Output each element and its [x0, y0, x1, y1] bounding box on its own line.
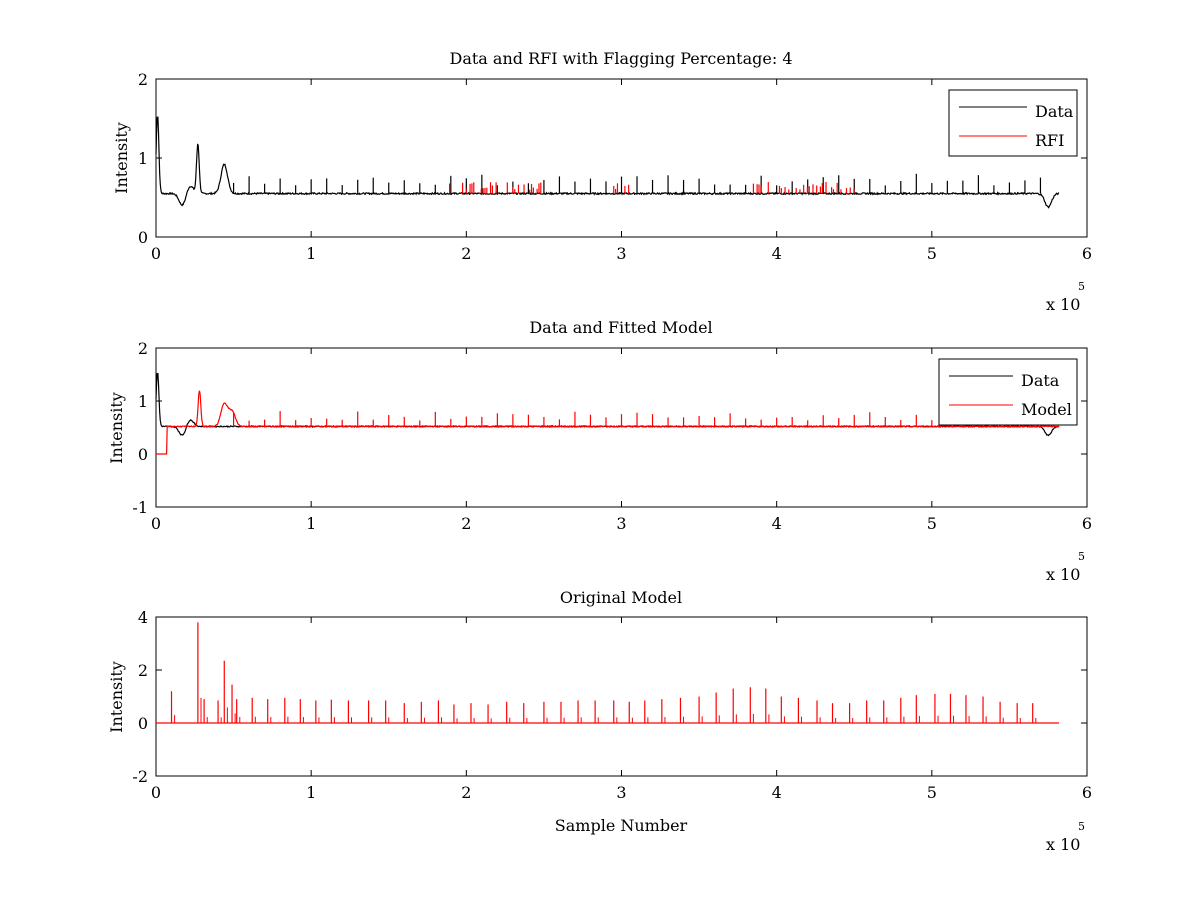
legend-label-data-2: Data [1021, 371, 1060, 390]
axes-box-1 [155, 78, 1088, 238]
y-tick-label: 2 [138, 339, 148, 358]
y-tick-label: 4 [138, 608, 148, 627]
panel-3: Original Model Intensity Sample Number 0… [107, 588, 1092, 854]
x-tick-label: 3 [616, 783, 626, 802]
axes-box-3 [155, 616, 1088, 777]
chart-title-3: Original Model [560, 588, 682, 607]
y-axis-label-1: Intensity [112, 122, 131, 194]
legend-1: Data RFI [948, 89, 1078, 157]
y-tick-label: -2 [132, 767, 148, 786]
y-tick-label: -1 [132, 498, 148, 517]
y-tick-label: 0 [138, 228, 148, 247]
x-tick-label: 2 [461, 514, 471, 533]
x-tick-label: 6 [1082, 244, 1092, 263]
y-tick-label: 2 [138, 70, 148, 89]
y-axis-label-3: Intensity [107, 661, 126, 733]
x-tick-label: 0 [151, 783, 161, 802]
x-exponent-2: 5 [1078, 550, 1085, 563]
panel-1: Data and RFI with Flagging Percentage: 4… [112, 49, 1092, 314]
x-tick-label: 6 [1082, 783, 1092, 802]
x-axis-label-3: Sample Number [555, 816, 688, 835]
x-tick-label: 3 [616, 514, 626, 533]
y-axis-label-2: Intensity [107, 392, 126, 464]
y-tick-label: 2 [138, 661, 148, 680]
series-line [156, 390, 1060, 455]
x-tick-label: 2 [461, 783, 471, 802]
legend-label-rfi-1: RFI [1035, 131, 1064, 150]
x-ticks-2: 0 1 2 3 4 5 6 [151, 348, 1092, 533]
y-ticks-1: 0 1 2 [138, 70, 1087, 247]
y-tick-label: 1 [138, 149, 148, 168]
x-tick-label: 4 [772, 514, 782, 533]
series-line [155, 116, 1060, 209]
plot-area-1 [155, 116, 1060, 209]
legend-label-model-2: Model [1021, 400, 1072, 419]
x-tick-label: 0 [151, 244, 161, 263]
y-tick-label: 0 [138, 714, 148, 733]
chart-title-2: Data and Fitted Model [529, 318, 712, 337]
x-tick-label: 1 [306, 783, 316, 802]
y-ticks-3: -2 0 2 4 [132, 608, 1087, 786]
plot-area-3 [156, 622, 1060, 724]
x-tick-label: 5 [927, 514, 937, 533]
x-tick-label: 3 [616, 244, 626, 263]
x-multiplier-2: x 10 [1046, 565, 1080, 584]
legend-box-2 [938, 358, 1078, 426]
x-tick-label: 1 [306, 244, 316, 263]
legend-label-data-1: Data [1035, 102, 1074, 121]
x-tick-label: 5 [927, 783, 937, 802]
x-exponent-1: 5 [1078, 280, 1085, 293]
chart-title-1: Data and RFI with Flagging Percentage: 4 [449, 49, 792, 68]
x-tick-label: 1 [306, 514, 316, 533]
x-tick-label: 4 [772, 244, 782, 263]
legend-2: Data Model [938, 358, 1078, 426]
y-tick-label: 1 [138, 392, 148, 411]
x-tick-label: 4 [772, 783, 782, 802]
x-tick-label: 0 [151, 514, 161, 533]
legend-box-1 [948, 89, 1078, 157]
y-tick-label: 0 [138, 445, 148, 464]
x-ticks-3: 0 1 2 3 4 5 6 [151, 617, 1092, 802]
x-tick-label: 6 [1082, 514, 1092, 533]
x-tick-label: 5 [927, 244, 937, 263]
x-ticks-1: 0 1 2 3 4 5 6 [151, 79, 1092, 263]
x-multiplier-3: x 10 [1046, 835, 1080, 854]
x-multiplier-1: x 10 [1046, 295, 1080, 314]
x-exponent-3: 5 [1078, 820, 1085, 833]
x-tick-label: 2 [461, 244, 471, 263]
